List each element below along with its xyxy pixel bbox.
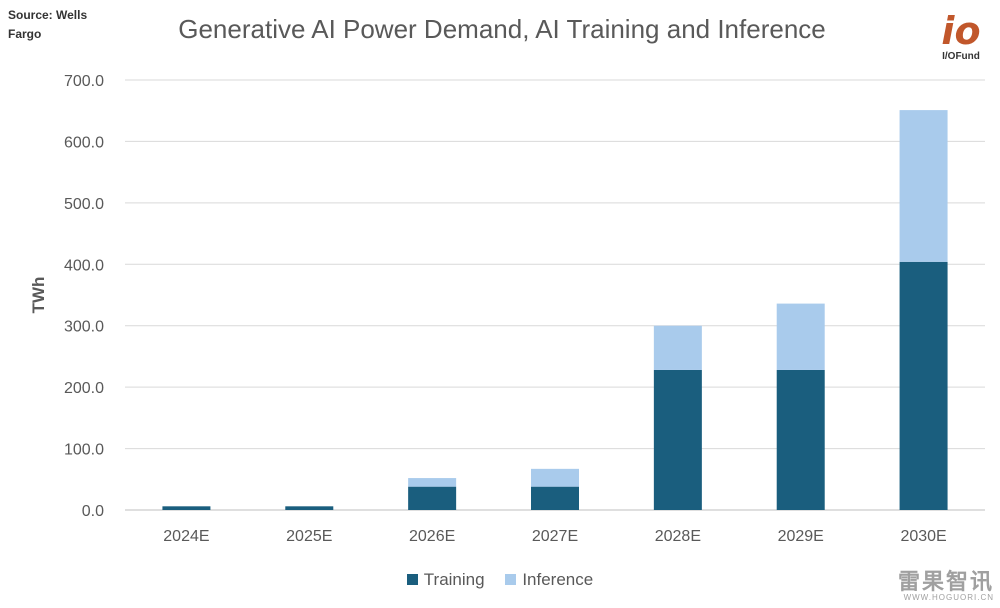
y-tick-label: 600.0 xyxy=(64,134,104,151)
legend-swatch-inference xyxy=(505,574,517,585)
brand-name: I/OFund xyxy=(942,51,980,62)
chart-legend: Training Inference xyxy=(0,570,1000,590)
legend-swatch-training xyxy=(406,574,418,585)
y-tick-label: 100.0 xyxy=(64,442,104,459)
bar-training-2026e xyxy=(408,486,457,510)
watermark-main: 雷果智讯 xyxy=(897,569,994,594)
legend-label-training: Training xyxy=(423,570,485,589)
x-tick-label: 2028E xyxy=(655,528,701,545)
bar-training-2030e xyxy=(899,261,948,510)
y-tick-label: 500.0 xyxy=(64,196,104,213)
bar-training-2029e xyxy=(776,369,825,510)
x-tick-label: 2027E xyxy=(532,528,578,545)
legend-label-inference: Inference xyxy=(522,570,594,589)
y-tick-label: 300.0 xyxy=(64,319,104,336)
bar-training-2027e xyxy=(531,486,579,510)
bar-inference-2027e xyxy=(531,468,579,487)
brand-logo: io I/OFund xyxy=(932,9,990,68)
y-tick-label: 0.0 xyxy=(82,503,104,520)
y-axis-label: TWh xyxy=(29,277,48,314)
y-tick-label: 400.0 xyxy=(64,257,104,274)
x-tick-label: 2025E xyxy=(286,528,332,545)
bar-inference-2026e xyxy=(408,478,457,487)
watermark-sub: WWW.HOGUORI.CN xyxy=(903,593,994,602)
watermark: 雷果智讯 WWW.HOGUORI.CN xyxy=(897,569,994,603)
stacked-bar-chart: 0.0 100.0 200.0 300.0 400.0 500.0 600.0 700.0 TW… xyxy=(29,73,985,545)
x-tick-label: 2030E xyxy=(900,528,946,545)
x-tick-label: 2029E xyxy=(778,528,824,545)
x-tick-label: 2026E xyxy=(409,528,455,545)
source-label: Source: Wells Fargo xyxy=(8,8,88,41)
io-logo-icon: io xyxy=(941,9,980,53)
bar-training-2025e xyxy=(285,506,334,510)
bar-training-2024e xyxy=(162,506,211,510)
bar-training-2028e xyxy=(653,369,702,510)
logo-mark: io xyxy=(941,10,980,50)
legend-item-inference: Inference xyxy=(505,570,593,590)
bar-inference-2030e xyxy=(899,110,948,262)
bar-inference-2028e xyxy=(653,325,702,370)
y-tick-label: 200.0 xyxy=(64,380,104,397)
x-tick-label: 2024E xyxy=(163,528,209,545)
y-tick-label: 700.0 xyxy=(64,73,104,90)
chart-title: Generative AI Power Demand, AI Training … xyxy=(178,14,826,44)
bar-inference-2029e xyxy=(776,303,825,370)
legend-item-training: Training xyxy=(406,570,485,590)
